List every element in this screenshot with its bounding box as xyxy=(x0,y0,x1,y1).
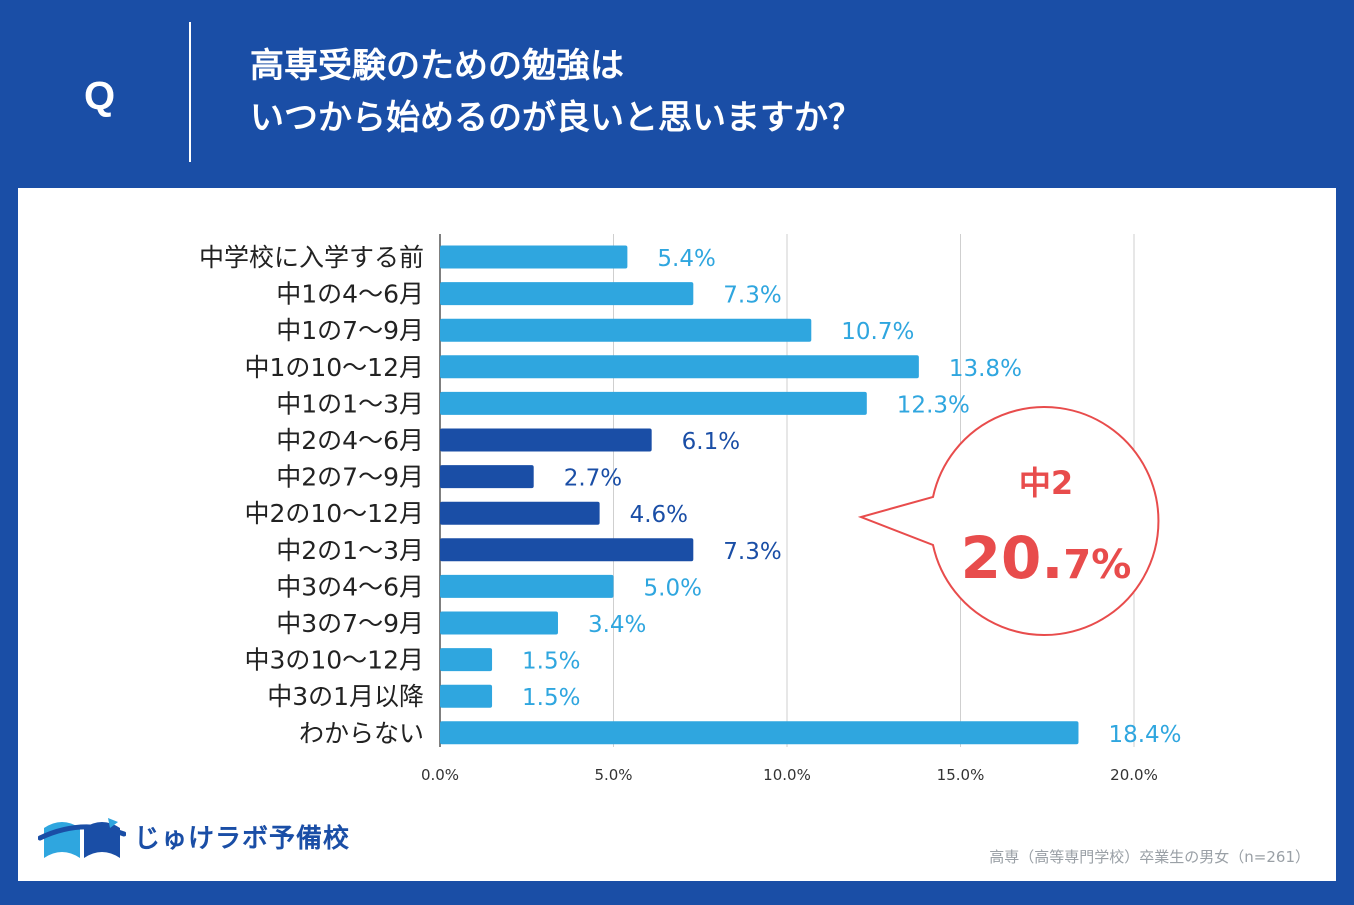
y-category-label: 中3の4〜6月 xyxy=(276,572,424,601)
data-label: 2.7% xyxy=(564,466,622,492)
bar xyxy=(440,501,600,525)
header: Q 高専受験のための勉強は いつから始めるのが良いと思いますか？ xyxy=(0,0,1354,190)
y-category-label: 中学校に入学する前 xyxy=(199,243,424,272)
x-tick-label: 20.0% xyxy=(1110,766,1158,784)
data-label: 7.3% xyxy=(723,283,781,309)
bar xyxy=(440,318,812,342)
y-category-label: 中1の10〜12月 xyxy=(244,353,424,382)
bar xyxy=(440,282,694,306)
y-category-label: 中2の10〜12月 xyxy=(244,499,424,528)
bar xyxy=(440,721,1079,745)
x-tick-label: 15.0% xyxy=(937,766,985,784)
callout-value-decimal: 7 xyxy=(1063,542,1091,588)
title-line-2: いつから始めるのが良いと思いますか？ xyxy=(250,98,862,138)
data-label: 4.6% xyxy=(630,502,688,528)
title-line-1: 高専受験のための勉強は xyxy=(250,46,624,86)
callout-shape xyxy=(857,406,1160,636)
data-label: 7.3% xyxy=(723,539,781,565)
bar xyxy=(440,538,694,562)
footnote: 高専（高等専門学校）卒業生の男女（n=261） xyxy=(989,848,1310,866)
bar xyxy=(440,684,493,708)
y-category-label: 中3の10〜12月 xyxy=(244,646,424,675)
bar xyxy=(440,648,493,672)
data-label: 13.8% xyxy=(949,356,1022,382)
data-label: 18.4% xyxy=(1108,722,1181,748)
y-category-label: 中3の1月以降 xyxy=(267,682,424,711)
q-mark: Q xyxy=(84,74,116,118)
bar xyxy=(440,245,628,269)
bar xyxy=(440,611,558,635)
data-label: 12.3% xyxy=(897,392,970,418)
bar xyxy=(440,355,919,379)
data-label: 1.5% xyxy=(522,685,580,711)
y-category-label: 中3の7〜9月 xyxy=(276,609,424,638)
x-tick-label: 0.0% xyxy=(421,766,459,784)
data-label: 6.1% xyxy=(682,429,740,455)
y-category-label: 中2の4〜6月 xyxy=(276,426,424,455)
data-label: 10.7% xyxy=(841,319,914,345)
data-label: 5.4% xyxy=(657,246,715,272)
y-category-label: わからない xyxy=(299,719,424,748)
y-category-label: 中1の7〜9月 xyxy=(276,316,424,345)
divider xyxy=(189,22,191,162)
bar xyxy=(440,391,867,415)
y-category-label: 中1の4〜6月 xyxy=(276,280,424,309)
y-category-label: 中1の1〜3月 xyxy=(276,389,424,418)
logo: じゅけラボ予備校 xyxy=(38,808,350,864)
x-tick-label: 5.0% xyxy=(594,766,632,784)
bar xyxy=(440,465,534,489)
callout-value: 20.7% xyxy=(961,524,1132,592)
data-label: 1.5% xyxy=(522,649,580,675)
bar xyxy=(440,574,614,598)
book-icon xyxy=(38,818,126,858)
y-category-label: 中2の1〜3月 xyxy=(276,536,424,565)
data-label: 5.0% xyxy=(644,575,702,601)
callout-label: 中2 xyxy=(1019,464,1073,502)
y-category-label: 中2の7〜9月 xyxy=(276,463,424,492)
callout-value-main: 20. xyxy=(961,524,1064,592)
page-title: 高専受験のための勉強は いつから始めるのが良いと思いますか？ xyxy=(250,40,862,144)
callout-value-unit: % xyxy=(1091,542,1131,588)
logo-text: じゅけラボ予備校 xyxy=(134,823,351,854)
x-tick-label: 10.0% xyxy=(763,766,811,784)
callout-bubble: 中2 20.7% xyxy=(857,406,1160,636)
data-label: 3.4% xyxy=(588,612,646,638)
bar xyxy=(440,428,652,452)
